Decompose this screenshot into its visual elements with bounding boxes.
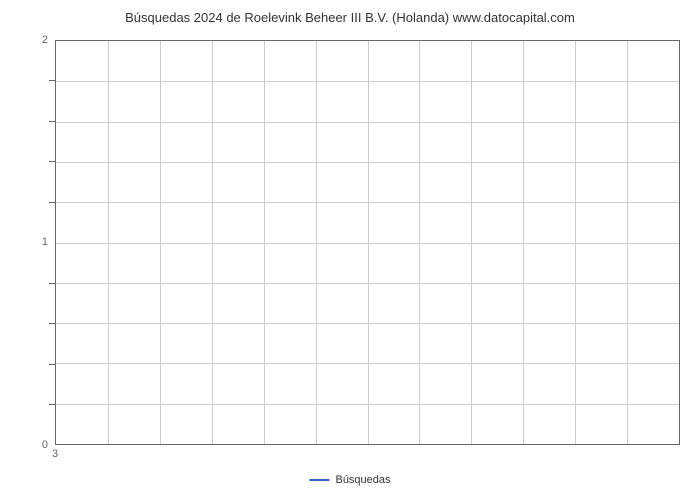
y-tick-minor <box>49 80 55 81</box>
legend: Búsquedas <box>309 474 390 486</box>
grid-h <box>56 283 679 284</box>
grid-h <box>56 122 679 123</box>
y-tick-minor <box>49 404 55 405</box>
plot-area <box>55 40 680 445</box>
grid-h <box>56 81 679 82</box>
legend-label: Búsquedas <box>335 474 390 486</box>
y-tick-minor <box>49 202 55 203</box>
y-tick-label: 2 <box>42 34 48 46</box>
y-tick-label: 0 <box>42 439 48 451</box>
grid-h <box>56 162 679 163</box>
grid-h <box>56 404 679 405</box>
y-tick-minor <box>49 283 55 284</box>
grid-h <box>56 243 679 244</box>
y-tick-label: 1 <box>42 236 48 248</box>
legend-line-icon <box>309 479 329 481</box>
x-tick-label: 3 <box>52 448 58 460</box>
y-tick-minor <box>49 121 55 122</box>
y-tick-minor <box>49 364 55 365</box>
y-tick-minor <box>49 323 55 324</box>
y-tick-minor <box>49 161 55 162</box>
chart-container: Búsquedas 2024 de Roelevink Beheer III B… <box>0 10 700 490</box>
grid-h <box>56 202 679 203</box>
chart-title: Búsquedas 2024 de Roelevink Beheer III B… <box>0 10 700 25</box>
grid-h <box>56 363 679 364</box>
grid-h <box>56 323 679 324</box>
